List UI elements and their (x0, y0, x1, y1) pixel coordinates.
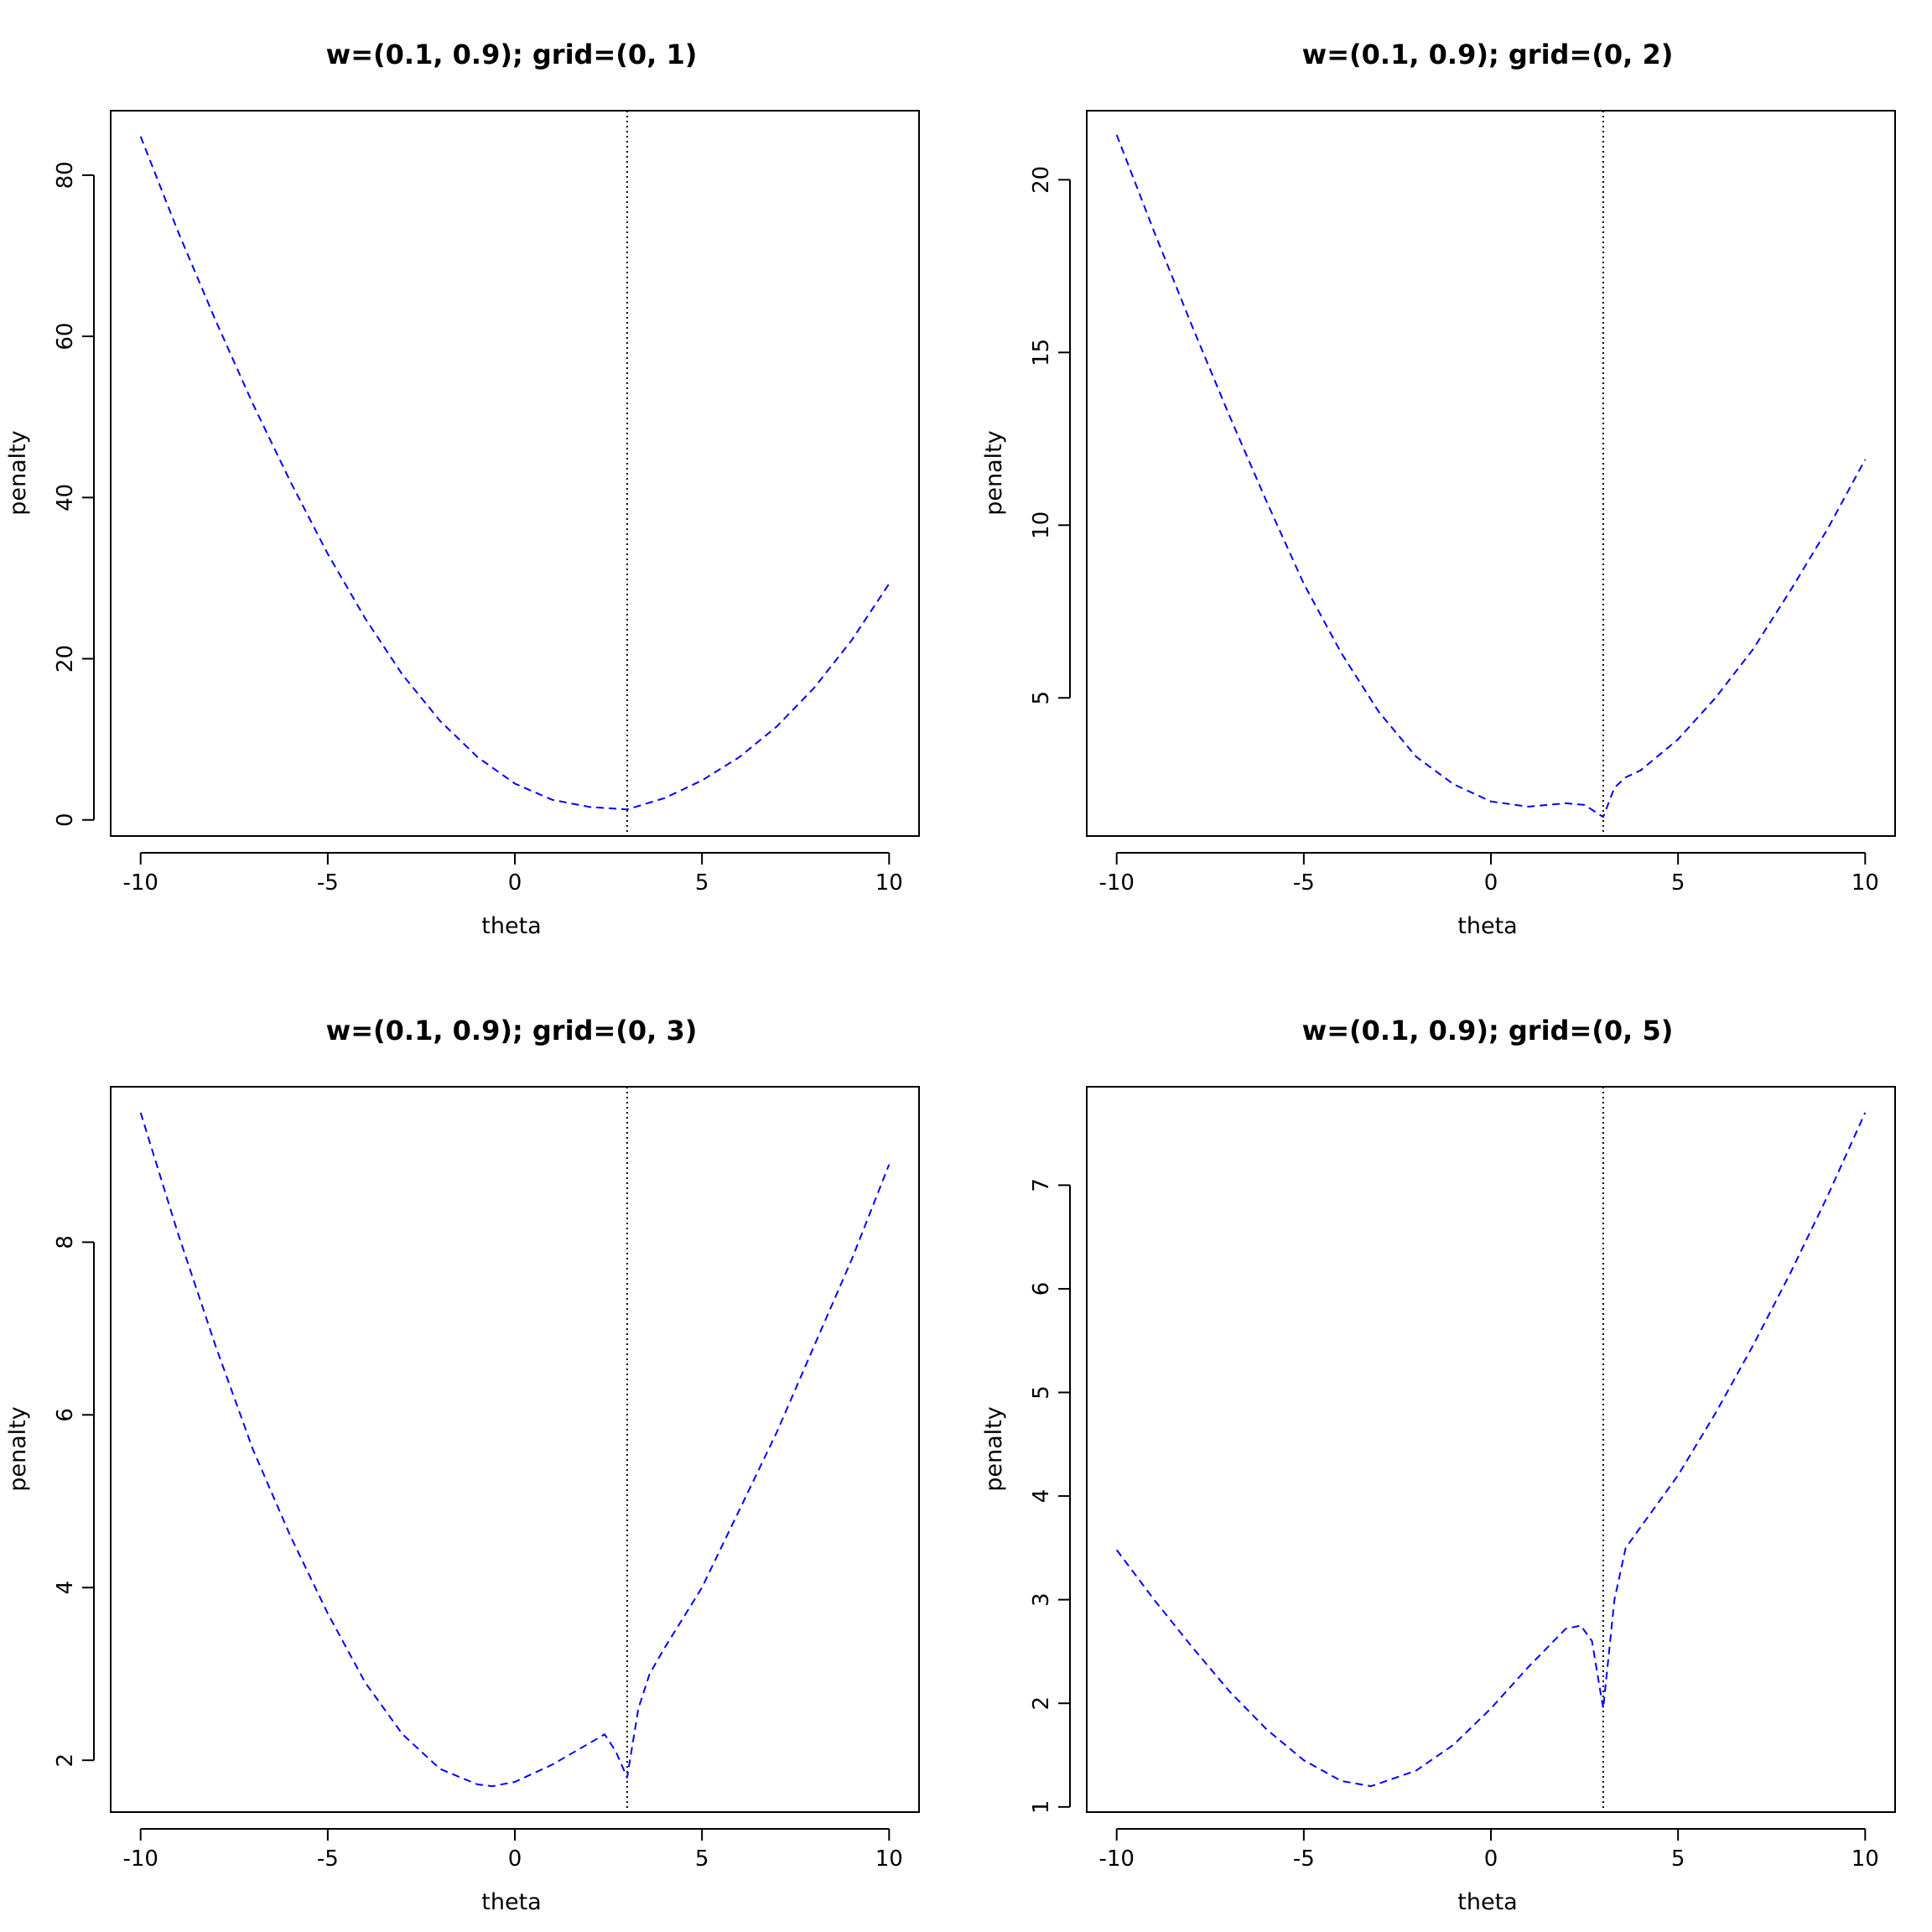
panel-4-title: w=(0.1, 0.9); grid=(0, 5) (1302, 1015, 1674, 1046)
y-tick-label: 0 (53, 813, 78, 828)
panel-4: w=(0.1, 0.9); grid=(0, 5) theta penalty … (981, 1015, 1896, 1915)
panel-3: w=(0.1, 0.9); grid=(0, 3) theta penalty … (5, 1015, 920, 1915)
panel-3-frame (110, 1086, 920, 1813)
panel-4-frame (1086, 1086, 1896, 1813)
x-tick-label: -5 (1293, 1846, 1315, 1872)
panel-3-title: w=(0.1, 0.9); grid=(0, 3) (326, 1015, 698, 1046)
x-tick-label: 10 (1852, 870, 1879, 896)
y-tick-label: 5 (1029, 1385, 1054, 1400)
x-tick-label: -5 (317, 1846, 339, 1872)
panel-2-xlabel: theta (1457, 913, 1517, 939)
y-tick-label: 40 (53, 484, 78, 512)
panel-4-ylabel: penalty (981, 1406, 1007, 1491)
x-tick-label: 10 (875, 870, 903, 896)
penalty-curve (1115, 1112, 1867, 1788)
x-tick-label: -5 (1293, 870, 1315, 896)
panel-1-frame (110, 110, 920, 837)
y-tick-label: 60 (53, 323, 78, 351)
x-tick-label: 0 (508, 1846, 522, 1872)
y-tick-label: 8 (53, 1235, 78, 1249)
y-tick-label: 4 (53, 1581, 78, 1595)
x-tick-label: 5 (695, 1846, 709, 1872)
penalty-curve (139, 136, 891, 811)
x-tick-label: -10 (122, 1846, 158, 1872)
y-tick-label: 20 (53, 645, 78, 673)
y-tick-label: 6 (53, 1408, 78, 1422)
x-tick-label: -5 (317, 870, 339, 896)
y-tick-label: 15 (1029, 339, 1054, 366)
y-tick-label: 6 (1029, 1282, 1054, 1296)
y-tick-label: 20 (1029, 166, 1054, 194)
y-tick-label: 10 (1029, 512, 1054, 539)
y-tick-label: 4 (1029, 1489, 1054, 1504)
x-tick-label: 5 (1671, 1846, 1685, 1872)
penalty-curve (1115, 134, 1867, 818)
panel-2-ylabel: penalty (981, 430, 1007, 515)
x-tick-label: 5 (695, 870, 709, 896)
y-tick-label: 3 (1029, 1592, 1054, 1607)
panel-3-ylabel: penalty (5, 1406, 31, 1491)
y-tick-label: 7 (1029, 1178, 1054, 1192)
y-tick-label: 2 (1029, 1696, 1054, 1711)
x-tick-label: 0 (1484, 870, 1498, 896)
panel-1-ylabel: penalty (5, 430, 31, 515)
y-tick-label: 80 (53, 161, 78, 189)
x-tick-label: -10 (1098, 1846, 1134, 1872)
y-tick-label: 5 (1029, 691, 1054, 705)
panel-1-xlabel: theta (481, 913, 541, 939)
panel-1-title: w=(0.1, 0.9); grid=(0, 1) (326, 39, 698, 70)
panel-3-xlabel: theta (481, 1889, 541, 1915)
x-tick-label: -10 (1098, 870, 1134, 896)
panel-2-title: w=(0.1, 0.9); grid=(0, 2) (1302, 39, 1674, 70)
panel-2: w=(0.1, 0.9); grid=(0, 2) theta penalty … (981, 39, 1896, 939)
panel-2-frame (1086, 110, 1896, 837)
x-tick-label: 10 (875, 1846, 903, 1872)
x-tick-label: -10 (122, 870, 158, 896)
x-tick-label: 10 (1852, 1846, 1879, 1872)
panel-4-xlabel: theta (1457, 1889, 1517, 1915)
y-tick-label: 1 (1029, 1800, 1054, 1815)
penalty-curve (139, 1112, 891, 1788)
panel-1: w=(0.1, 0.9); grid=(0, 1) theta penalty … (5, 39, 920, 939)
y-tick-label: 2 (53, 1753, 78, 1768)
x-tick-label: 0 (1484, 1846, 1498, 1872)
x-tick-label: 0 (508, 870, 522, 896)
x-tick-label: 5 (1671, 870, 1685, 896)
